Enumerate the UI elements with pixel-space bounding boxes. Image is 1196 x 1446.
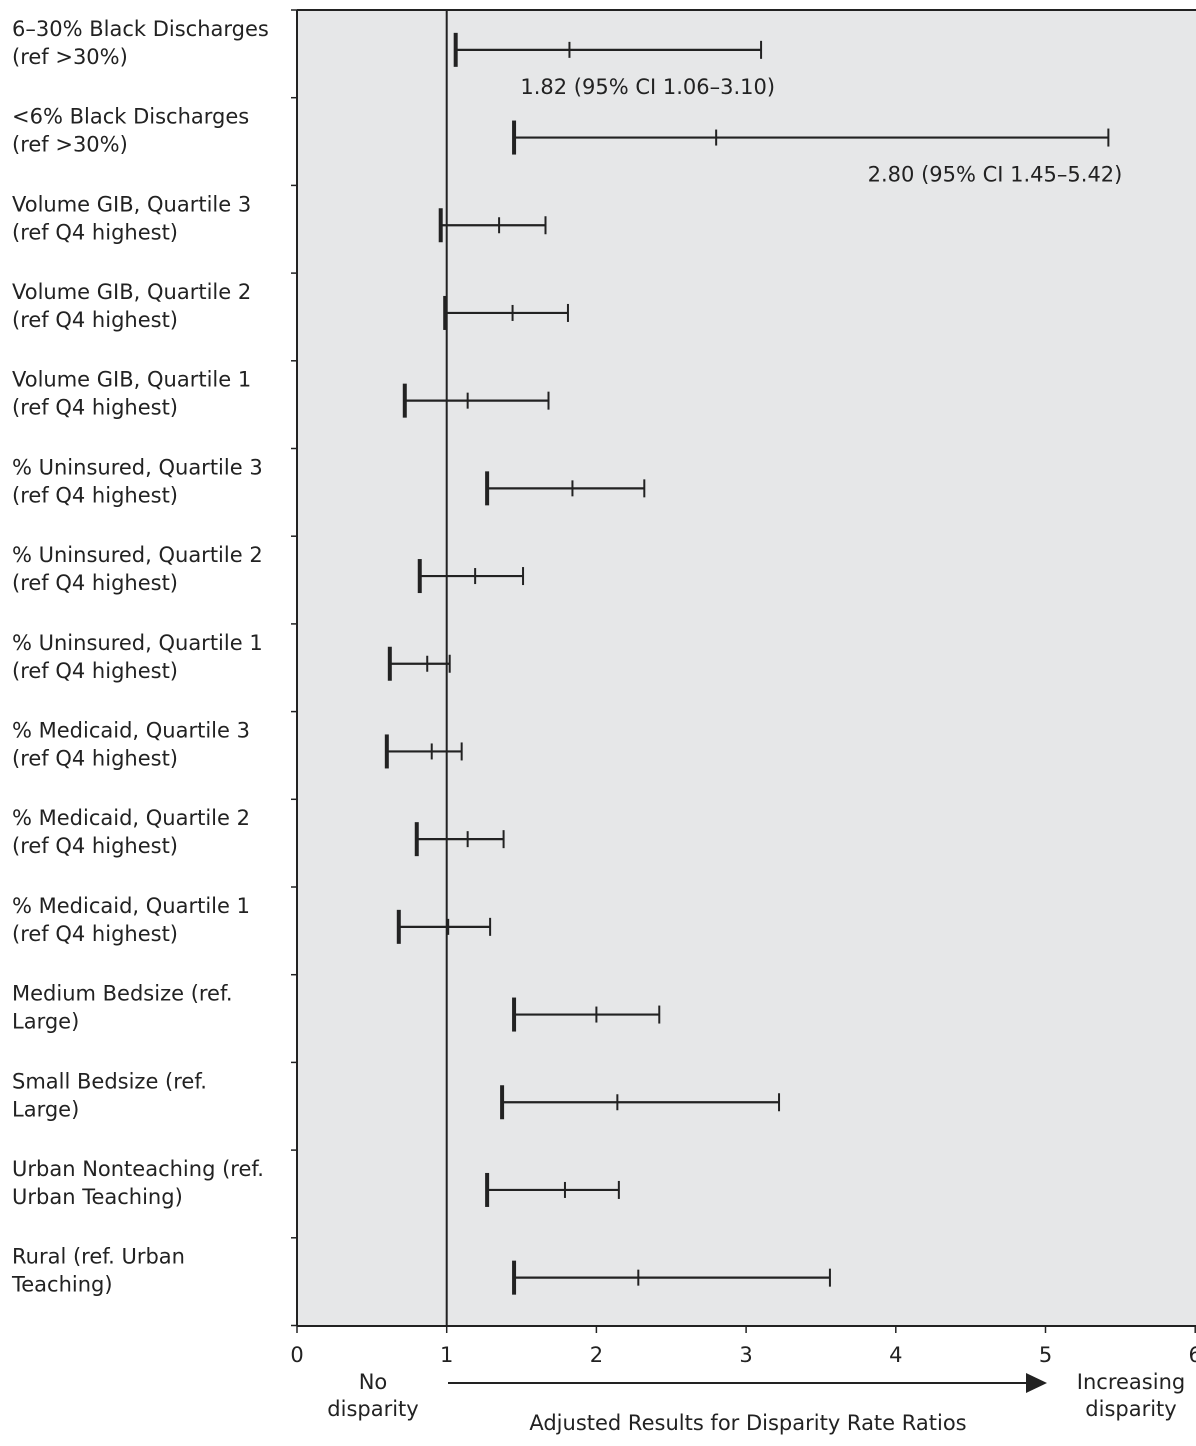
forest-row-8: % Uninsured, Quartile 1 (ref Q4 highest) [12, 631, 451, 683]
forest-row-2: <6% Black Discharges (ref >30%) 2.80 (95% … [12, 105, 1122, 187]
row-label: % Uninsured, Quartile 1 (ref Q4 highest) [12, 631, 263, 683]
forest-row-14: Urban Nonteaching (ref. Urban Teaching) [12, 1157, 620, 1209]
forest-row-10: % Medicaid, Quartile 2 (ref Q4 highest) [12, 806, 505, 858]
row-label: % Medicaid, Quartile 2 (ref Q4 highest) [12, 806, 250, 858]
forest-row-11: % Medicaid, Quartile 1 (ref Q4 highest) [12, 894, 492, 946]
forest-row-15: Rural (ref. Urban Teaching) [11, 1245, 831, 1297]
x-tick-label: 2 [590, 1343, 603, 1367]
estimate-annotation: 2.80 (95% CI 1.45–5.42) [868, 163, 1123, 187]
row-label: Volume GIB, Quartile 2 (ref Q4 highest) [12, 280, 251, 332]
row-label: <6% Black Discharges (ref >30%) [12, 105, 249, 157]
row-label: % Uninsured, Quartile 2 (ref Q4 highest) [12, 543, 263, 595]
forest-row-5: Volume GIB, Quartile 1 (ref Q4 highest) [12, 368, 550, 420]
forest-row-1: 6–30% Black Discharges (ref >30%) 1.82 (95… [12, 17, 775, 99]
estimate-annotation: 1.82 (95% CI 1.06–3.10) [520, 75, 775, 99]
x-tick-label: 3 [739, 1343, 752, 1367]
row-label: % Medicaid, Quartile 3 (ref Q4 highest) [12, 718, 250, 770]
forest-row-3: Volume GIB, Quartile 3 (ref Q4 highest) [12, 192, 547, 244]
no-disparity-label: No disparity [327, 1370, 418, 1421]
forest-row-7: % Uninsured, Quartile 2 (ref Q4 highest) [12, 543, 525, 595]
x-tick-label: 5 [1039, 1343, 1052, 1367]
row-label: Volume GIB, Quartile 3 (ref Q4 highest) [12, 192, 251, 244]
x-axis-title: Adjusted Results for Disparity Rate Rati… [529, 1411, 966, 1435]
forest-row-9: % Medicaid, Quartile 3 (ref Q4 highest) [12, 718, 463, 770]
x-tick-label: 4 [889, 1343, 902, 1367]
x-tick-label: 6 [1189, 1343, 1196, 1367]
row-label: 6–30% Black Discharges (ref >30%) [12, 17, 269, 69]
row-label: Small Bedsize (ref. Large) [12, 1069, 207, 1121]
direction-arrow-head [1026, 1373, 1047, 1393]
forest-row-4: Volume GIB, Quartile 2 (ref Q4 highest) [12, 280, 569, 332]
forest-row-6: % Uninsured, Quartile 3 (ref Q4 highest) [12, 455, 646, 507]
forest-row-12: Medium Bedsize (ref. Large) [12, 982, 661, 1034]
increasing-disparity-label: Increasing disparity [1077, 1370, 1185, 1421]
x-tick-label: 1 [440, 1343, 453, 1367]
plot-panel [297, 10, 1196, 1326]
row-label: % Medicaid, Quartile 1 (ref Q4 highest) [12, 894, 250, 946]
row-label: Volume GIB, Quartile 1 (ref Q4 highest) [12, 368, 251, 420]
x-tick-label: 0 [290, 1343, 303, 1367]
forest-row-13: Small Bedsize (ref. Large) [12, 1069, 781, 1121]
row-label: Urban Nonteaching (ref. Urban Teaching) [12, 1157, 264, 1209]
row-label: Medium Bedsize (ref. Large) [12, 982, 233, 1034]
row-label: Rural (ref. Urban Teaching) [11, 1245, 185, 1297]
row-label: % Uninsured, Quartile 3 (ref Q4 highest) [12, 455, 263, 507]
